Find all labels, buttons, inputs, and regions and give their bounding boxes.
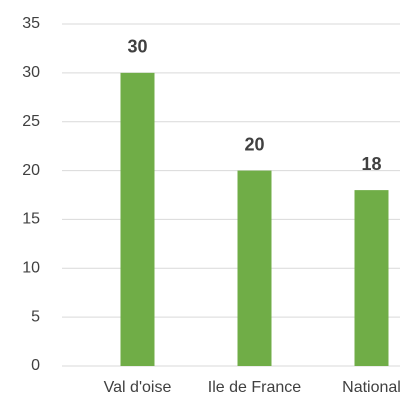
y-tick-label: 35: [22, 15, 40, 32]
y-tick-label: 20: [22, 162, 40, 179]
x-tick-label: National: [342, 379, 401, 396]
bar: [237, 170, 272, 366]
y-tick-label: 30: [22, 64, 40, 81]
y-tick-label: 10: [22, 260, 40, 277]
y-tick-label: 5: [31, 308, 40, 325]
value-label: 20: [244, 134, 264, 154]
value-label: 18: [361, 154, 381, 174]
y-tick-label: 25: [22, 113, 40, 130]
y-tick-label: 0: [31, 357, 40, 374]
bar: [354, 190, 389, 366]
bar: [120, 72, 155, 366]
y-tick-label: 15: [22, 211, 40, 228]
x-tick-label: Val d'oise: [104, 379, 172, 396]
x-tick-label: Ile de France: [208, 379, 301, 396]
value-label: 30: [127, 37, 147, 57]
